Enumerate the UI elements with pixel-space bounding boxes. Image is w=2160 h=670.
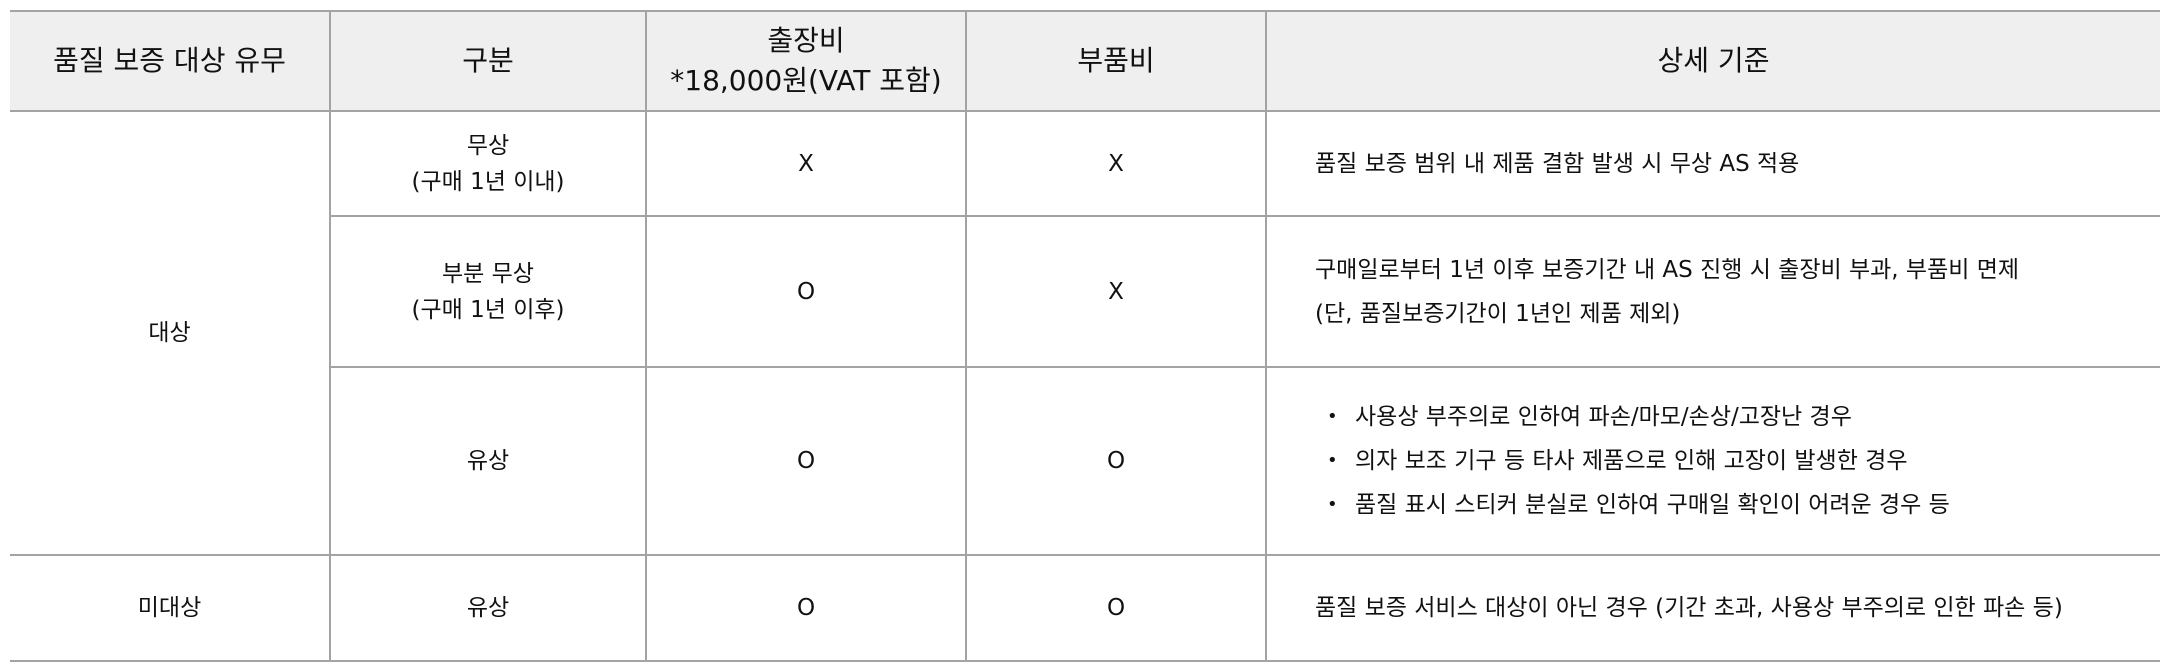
detail-line: (단, 품질보증기간이 1년인 제품 제외) xyxy=(1315,300,1681,327)
detail-cell: 품질 보증 범위 내 제품 결함 발생 시 무상 AS 적용 xyxy=(1265,110,2160,217)
table-row: 유상 O O 사용상 부주의로 인하여 파손/마모/손상/고장난 경우 의자 보… xyxy=(10,366,2160,556)
visit-fee-cell: O xyxy=(645,215,967,368)
type-cell: 유상 xyxy=(330,366,647,556)
type-note: (구매 1년 이후) xyxy=(411,296,565,323)
table-row: 부분 무상 (구매 1년 이후) O X 구매일로부터 1년 이후 보증기간 내 … xyxy=(10,215,2160,368)
visit-fee-cell: O xyxy=(645,554,967,662)
header-visit-fee-amount: *18,000원(VAT 포함) xyxy=(670,64,942,97)
group-not-covered: 미대상 xyxy=(10,554,331,662)
header-row: 품질 보증 대상 유무 구분 출장비 *18,000원(VAT 포함) 부품비 상… xyxy=(10,10,2160,112)
detail-cell: 구매일로부터 1년 이후 보증기간 내 AS 진행 시 출장비 부과, 부품비 … xyxy=(1265,215,2160,368)
detail-cell: 품질 보증 서비스 대상이 아닌 경우 (기간 초과, 사용상 부주의로 인한 … xyxy=(1265,554,2160,662)
warranty-table: 품질 보증 대상 유무 구분 출장비 *18,000원(VAT 포함) 부품비 상… xyxy=(10,10,2160,662)
detail-cell: 사용상 부주의로 인하여 파손/마모/손상/고장난 경우 의자 보조 기구 등 … xyxy=(1265,366,2160,556)
header-parts-fee: 부품비 xyxy=(965,10,1267,112)
header-type: 구분 xyxy=(329,10,647,112)
table-row: 대상 무상 (구매 1년 이내) X X 품질 보증 범위 내 제품 결함 발생 … xyxy=(10,110,2160,556)
type-cell: 유상 xyxy=(329,554,647,662)
type-cell: 부분 무상 (구매 1년 이후) xyxy=(330,215,647,368)
visit-fee-cell: O xyxy=(645,366,967,556)
table-row: 미대상 유상 O O 품질 보증 서비스 대상이 아닌 경우 (기간 초과, 사… xyxy=(10,554,2160,662)
list-item: 품질 표시 스티커 분실로 인하여 구매일 확인이 어려운 경우 등 xyxy=(1327,483,2160,527)
parts-fee-cell: O xyxy=(965,366,1267,556)
detail-bullet-list: 사용상 부주의로 인하여 파손/마모/손상/고장난 경우 의자 보조 기구 등 … xyxy=(1327,395,2160,527)
detail-line: 구매일로부터 1년 이후 보증기간 내 AS 진행 시 출장비 부과, 부품비 … xyxy=(1315,256,2020,283)
parts-fee-cell: X xyxy=(965,110,1267,217)
header-coverage: 품질 보증 대상 유무 xyxy=(10,10,331,112)
type-label: 무상 xyxy=(466,132,510,159)
list-item: 사용상 부주의로 인하여 파손/마모/손상/고장난 경우 xyxy=(1327,395,2160,439)
group-covered: 대상 xyxy=(10,110,331,556)
list-item: 의자 보조 기구 등 타사 제품으로 인해 고장이 발생한 경우 xyxy=(1327,439,2160,483)
header-visit-fee: 출장비 *18,000원(VAT 포함) xyxy=(645,10,967,112)
header-visit-fee-label: 출장비 xyxy=(767,24,845,57)
parts-fee-cell: O xyxy=(965,554,1267,662)
header-detail: 상세 기준 xyxy=(1265,10,2160,112)
type-cell: 무상 (구매 1년 이내) xyxy=(329,110,647,217)
parts-fee-cell: X xyxy=(965,215,1267,368)
visit-fee-cell: X xyxy=(645,110,967,217)
type-note: (구매 1년 이내) xyxy=(411,168,565,195)
type-label: 부분 무상 xyxy=(442,260,534,287)
